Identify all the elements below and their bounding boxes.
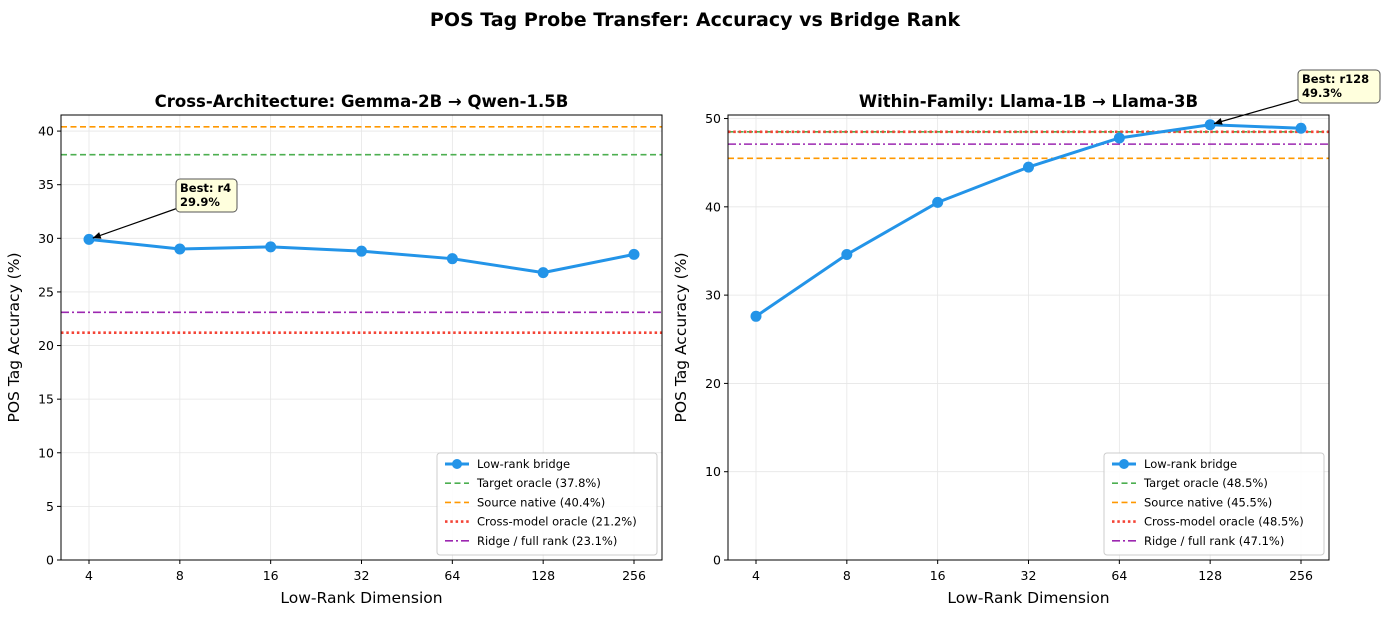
x-tick-label: 256 [622,568,646,583]
x-tick-label: 8 [176,568,184,583]
data-point [1295,122,1307,134]
figure-title: POS Tag Probe Transfer: Accuracy vs Brid… [430,9,961,31]
y-tick-label: 25 [38,284,54,299]
x-tick-label: 64 [444,568,460,583]
x-tick-label: 16 [930,568,946,583]
x-tick-label: 4 [752,568,760,583]
x-tick-label: 8 [843,568,851,583]
y-tick-label: 20 [705,376,721,391]
y-tick-label: 10 [705,464,721,479]
legend-entry-label: Source native (45.5%) [1144,495,1272,509]
data-point [628,248,640,260]
y-tick-label: 30 [705,288,721,303]
data-point [265,241,277,253]
chart-title: Cross-Architecture: Gemma-2B → Qwen-1.5B [155,92,569,111]
y-tick-label: 0 [46,553,54,568]
y-tick-label: 40 [705,199,721,214]
legend-entry-label: Cross-model oracle (48.5%) [1144,515,1304,529]
legend-entry-label: Ridge / full rank (47.1%) [1144,534,1284,548]
y-tick-label: 5 [46,499,54,514]
x-tick-label: 256 [1289,568,1313,583]
data-point [446,253,458,265]
annotation-value: 29.9% [180,195,220,209]
y-axis-label: POS Tag Accuracy (%) [672,253,690,423]
legend-entry-label: Low-rank bridge [1144,457,1237,471]
legend-entry-label: Source native (40.4%) [477,495,605,509]
y-tick-label: 15 [38,392,54,407]
left-chart-panel: 0 5 10 15 20 25 30 35 40 4 8 16 32 64 128 256 Cross-Arch… [5,92,663,607]
data-point [174,243,186,255]
legend-entry-label: Target oracle (48.5%) [1143,476,1268,490]
y-tick-label: 35 [38,177,54,192]
data-point [356,245,367,257]
right-chart-panel: 0 10 20 30 40 50 4 8 16 32 64 128 256 Within-Family: … [672,69,1381,607]
annotation-box [1297,69,1381,104]
data-point [750,310,762,322]
legend-entry-label: Target oracle (37.8%) [476,476,601,490]
annotation-arrow [1213,98,1301,125]
x-tick-label: 128 [531,568,555,583]
y-tick-label: 10 [38,445,54,460]
data-point [83,233,95,245]
annotation-value: 49.3% [1302,86,1342,100]
annotation-label: Best: r4 [180,181,231,195]
annotation-arrowhead [92,232,102,239]
x-tick-label: 4 [85,568,93,583]
annotation-label: Best: r128 [1302,72,1369,86]
legend: Low-rank bridge Target oracle (48.5%) Sour… [1103,452,1325,556]
data-point [537,267,549,279]
x-tick-label: 128 [1198,568,1222,583]
legend-entry-label: Ridge / full rank (23.1%) [477,534,617,548]
legend-entry-label: Cross-model oracle (21.2%) [477,515,637,529]
x-axis-label: Low-Rank Dimension [280,589,442,607]
y-tick-label: 40 [38,124,54,139]
y-tick-label: 50 [705,111,721,126]
data-point [1023,161,1034,173]
legend-marker [452,459,462,469]
data-point [1204,119,1216,131]
legend-frame [1103,452,1325,556]
x-tick-label: 32 [354,568,370,583]
x-axis-label: Low-Rank Dimension [947,589,1109,607]
legend-entry-label: Low-rank bridge [477,457,570,471]
y-tick-label: 0 [713,553,721,568]
annotation-arrow [92,207,179,239]
annotation-box [175,178,238,213]
data-point [932,196,944,208]
x-tick-label: 16 [263,568,279,583]
x-tick-label: 64 [1111,568,1127,583]
annotation-arrowhead [1214,118,1223,125]
chart-title: Within-Family: Llama-1B → Llama-3B [859,92,1198,111]
y-tick-label: 20 [38,338,54,353]
y-tick-label: 30 [38,231,54,246]
legend-marker [1119,459,1129,469]
y-axis-label: POS Tag Accuracy (%) [5,253,23,423]
legend-frame [436,452,658,556]
legend: Low-rank bridge Target oracle (37.8%) Sour… [436,452,658,556]
data-point [1113,132,1125,144]
x-tick-label: 32 [1021,568,1037,583]
data-point [841,249,853,261]
